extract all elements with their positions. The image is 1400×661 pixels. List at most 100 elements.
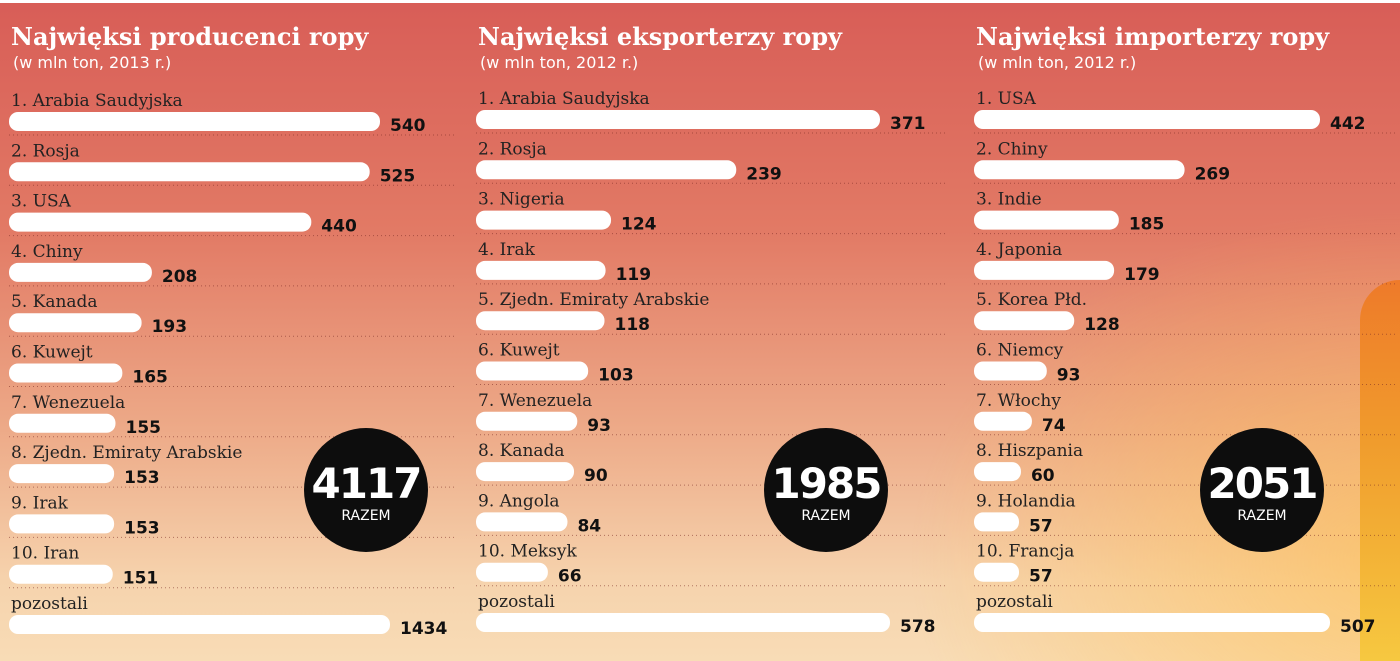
value-label: 208 bbox=[162, 267, 198, 287]
category-label: 3. USA bbox=[11, 192, 72, 212]
chart-title-3: Najwięksi importerzy ropy bbox=[976, 22, 1330, 51]
category-label: 3. Indie bbox=[976, 190, 1042, 210]
bar bbox=[9, 212, 312, 232]
value-label: 119 bbox=[616, 265, 652, 285]
category-label: pozostali bbox=[976, 592, 1053, 612]
value-label: 57 bbox=[1029, 516, 1053, 536]
value-label: 155 bbox=[125, 418, 161, 438]
value-label: 103 bbox=[598, 366, 634, 386]
bar bbox=[974, 260, 1115, 280]
value-label: 84 bbox=[577, 516, 601, 536]
value-label: 1434 bbox=[400, 619, 447, 639]
total-label: RAZEM bbox=[1237, 508, 1286, 524]
category-label: 9. Angola bbox=[478, 491, 560, 511]
bar bbox=[974, 110, 1320, 129]
bar bbox=[974, 613, 1330, 632]
value-label: 151 bbox=[123, 569, 158, 589]
category-label: 10. Francja bbox=[976, 542, 1074, 562]
value-label: 440 bbox=[321, 217, 357, 237]
category-label: 8. Hiszpania bbox=[976, 441, 1083, 461]
bar bbox=[974, 160, 1185, 180]
category-label: 7. Wenezuela bbox=[478, 391, 592, 411]
bar bbox=[476, 512, 568, 532]
bar bbox=[9, 514, 115, 534]
value-label: 193 bbox=[152, 317, 188, 337]
value-label: 90 bbox=[584, 466, 608, 486]
bar bbox=[9, 112, 380, 131]
category-label: 7. Wenezuela bbox=[11, 393, 125, 413]
value-label: 93 bbox=[1057, 366, 1081, 386]
bar bbox=[476, 210, 612, 230]
category-label: 9. Holandia bbox=[976, 491, 1076, 511]
category-label: 1. Arabia Saudyjska bbox=[11, 91, 183, 111]
value-label: 442 bbox=[1330, 114, 1366, 134]
value-label: 153 bbox=[124, 468, 160, 488]
bar bbox=[974, 562, 1019, 582]
bar bbox=[974, 210, 1119, 230]
value-label: 540 bbox=[390, 116, 426, 136]
chart-subtitle-3: (w mln ton, 2012 r.) bbox=[978, 53, 1136, 72]
value-label: 371 bbox=[890, 114, 926, 134]
category-label: 10. Meksyk bbox=[478, 542, 578, 562]
total-label: RAZEM bbox=[341, 508, 390, 524]
chart-subtitle-1: (w mln ton, 2013 r.) bbox=[13, 53, 171, 72]
value-label: 57 bbox=[1029, 567, 1053, 587]
category-label: 1. Arabia Saudyjska bbox=[478, 89, 650, 109]
total-value: 2051 bbox=[1208, 459, 1317, 508]
chart-title-1: Najwięksi producenci ropy bbox=[11, 22, 369, 51]
bar bbox=[476, 311, 605, 331]
value-label: 525 bbox=[380, 166, 416, 186]
top-border bbox=[0, 0, 1400, 3]
total-circle bbox=[764, 428, 888, 552]
bar bbox=[476, 411, 578, 431]
bar bbox=[476, 110, 880, 129]
bar bbox=[476, 562, 548, 582]
category-label: pozostali bbox=[11, 594, 88, 614]
bar bbox=[476, 260, 606, 280]
bar bbox=[9, 464, 115, 484]
value-label: 165 bbox=[132, 368, 168, 388]
value-label: 60 bbox=[1031, 466, 1055, 486]
bar bbox=[9, 615, 390, 634]
bar bbox=[974, 462, 1021, 482]
value-label: 239 bbox=[746, 164, 782, 184]
category-label: 5. Korea Płd. bbox=[976, 290, 1087, 310]
flame-decoration bbox=[1360, 280, 1400, 661]
value-label: 179 bbox=[1124, 265, 1160, 285]
value-label: 118 bbox=[614, 315, 650, 335]
category-label: 7. Włochy bbox=[976, 391, 1061, 411]
bar bbox=[476, 361, 589, 381]
category-label: 2. Rosja bbox=[478, 139, 547, 159]
value-label: 74 bbox=[1042, 416, 1066, 436]
category-label: pozostali bbox=[478, 592, 555, 612]
total-label: RAZEM bbox=[801, 508, 850, 524]
bar bbox=[476, 462, 575, 482]
category-label: 2. Rosja bbox=[11, 141, 80, 161]
total-circle bbox=[1200, 428, 1324, 552]
category-label: 4. Japonia bbox=[976, 240, 1062, 260]
category-label: 8. Zjedn. Emiraty Arabskie bbox=[11, 443, 242, 463]
value-label: 93 bbox=[587, 416, 611, 436]
category-label: 10. Iran bbox=[11, 544, 79, 564]
bar bbox=[9, 262, 152, 282]
category-label: 6. Kuwejt bbox=[11, 343, 93, 363]
value-label: 66 bbox=[558, 567, 582, 587]
category-label: 4. Irak bbox=[478, 240, 536, 260]
category-label: 5. Zjedn. Emiraty Arabskie bbox=[478, 290, 709, 310]
bar bbox=[476, 613, 890, 632]
bar bbox=[9, 413, 116, 433]
value-label: 185 bbox=[1129, 215, 1165, 235]
category-label: 9. Irak bbox=[11, 493, 69, 513]
total-value: 4117 bbox=[312, 459, 421, 508]
total-circle bbox=[304, 428, 428, 552]
bar bbox=[9, 313, 142, 333]
chart-subtitle-2: (w mln ton, 2012 r.) bbox=[480, 53, 638, 72]
category-label: 2. Chiny bbox=[976, 139, 1048, 159]
value-label: 124 bbox=[621, 215, 657, 235]
value-label: 128 bbox=[1084, 315, 1120, 335]
category-label: 3. Nigeria bbox=[478, 190, 565, 210]
category-label: 4. Chiny bbox=[11, 242, 83, 262]
category-label: 6. Niemcy bbox=[976, 341, 1064, 361]
value-label: 578 bbox=[900, 617, 936, 637]
